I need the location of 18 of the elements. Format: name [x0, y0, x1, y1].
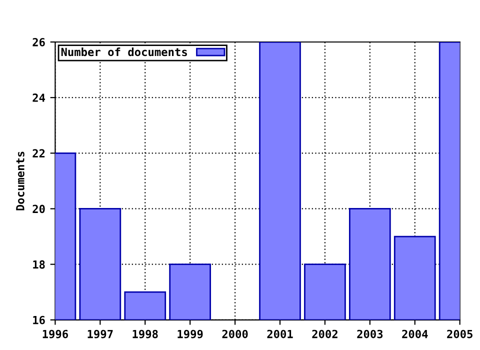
- legend-label: Number of documents: [61, 48, 187, 56]
- y-axis-title: Documents: [16, 152, 24, 210]
- x-tick-label: 1999: [178, 330, 203, 338]
- x-tick-label: 2002: [312, 330, 338, 338]
- x-tick-label: 2005: [447, 330, 472, 338]
- x-tick-label: 2000: [222, 330, 248, 338]
- y-tick-label: 22: [32, 149, 45, 158]
- y-tick-label: 20: [32, 204, 45, 214]
- x-tick-label: 1997: [88, 330, 113, 338]
- y-tick-label: 26: [32, 38, 45, 46]
- y-tick-label: 16: [33, 316, 45, 324]
- x-tick-label: 2001: [267, 330, 293, 338]
- x-tick-label: 2004: [402, 330, 428, 338]
- y-tick-label: 18: [33, 260, 45, 269]
- x-tick-label: 2003: [357, 330, 383, 338]
- x-tick-label: 1996: [42, 330, 68, 338]
- x-tick-label: 1998: [132, 330, 158, 338]
- y-tick-label: 24: [32, 94, 45, 102]
